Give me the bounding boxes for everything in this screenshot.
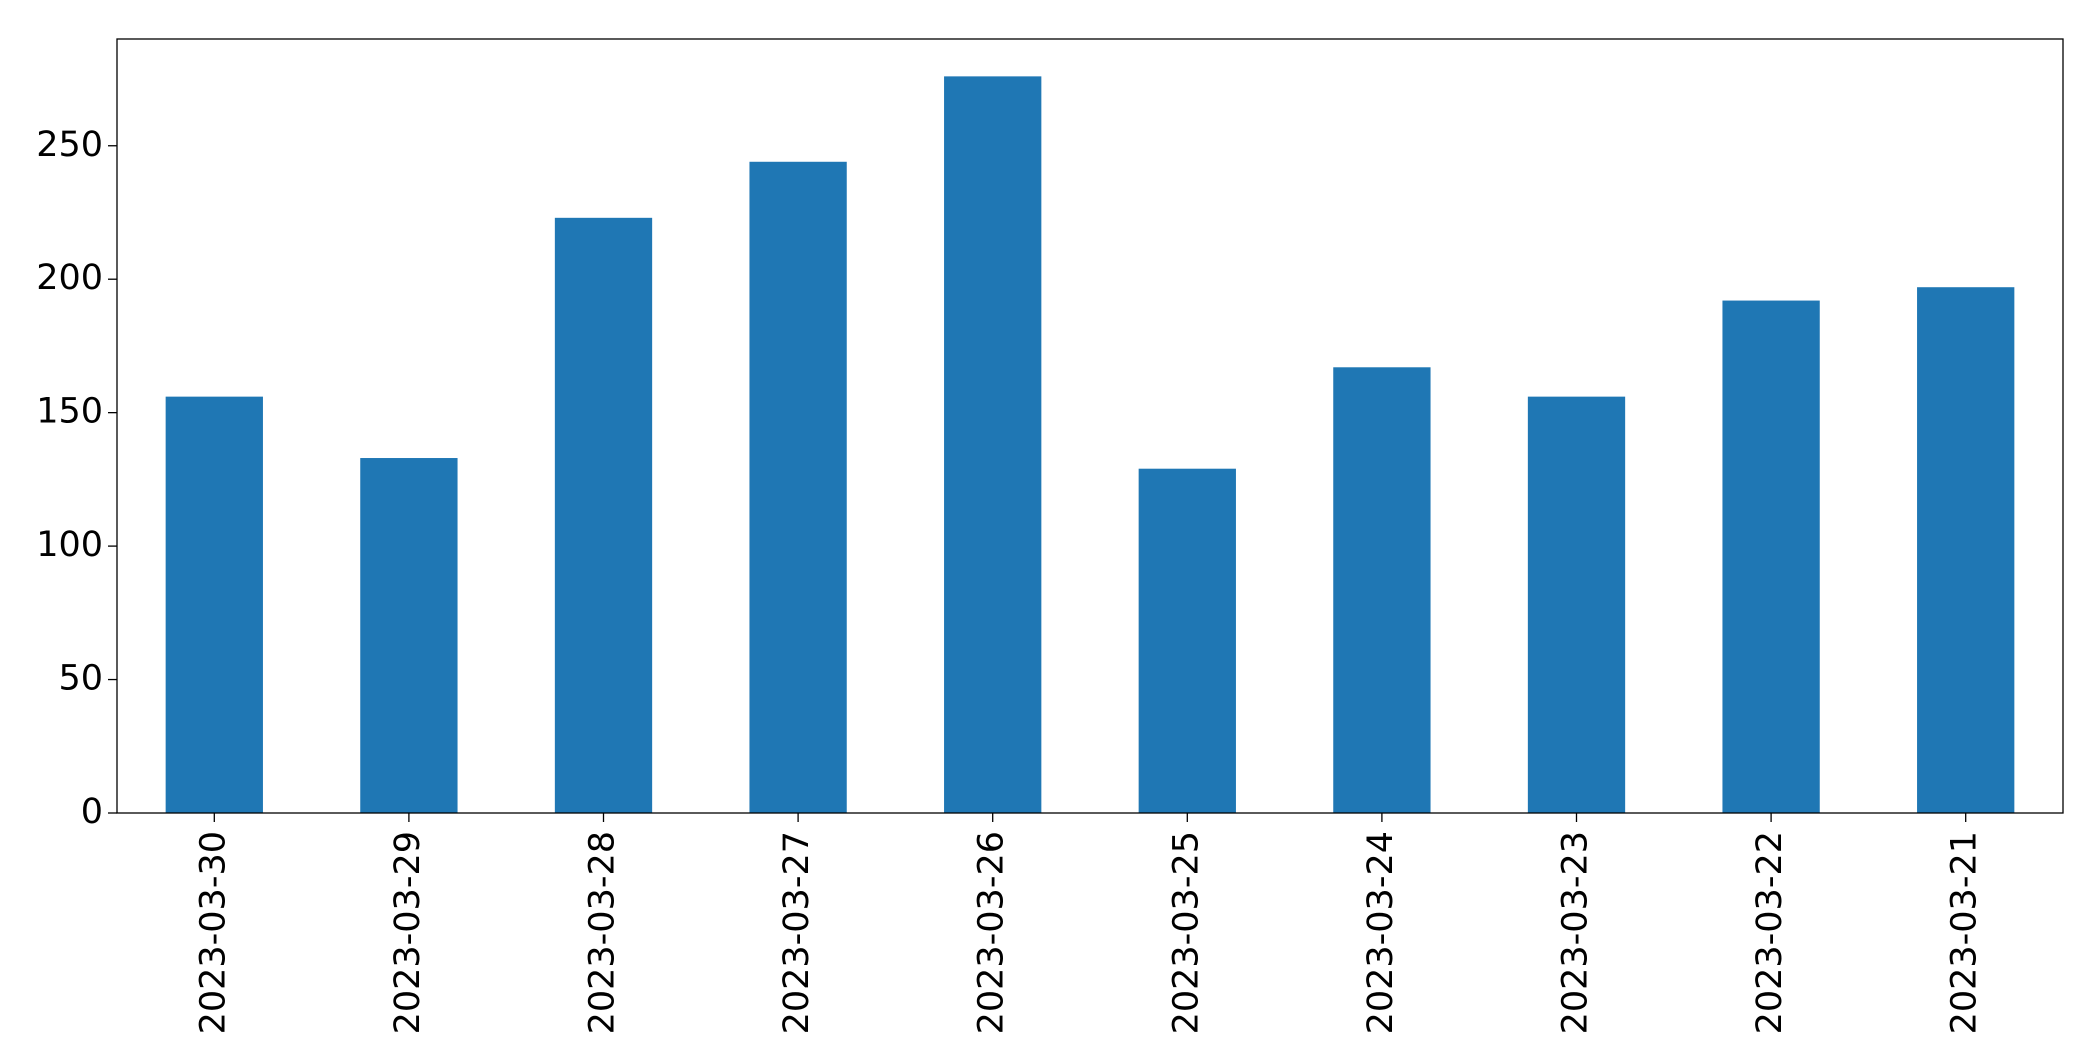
y-tick-label: 0 — [81, 792, 103, 832]
y-tick-label: 250 — [36, 125, 103, 165]
y-tick-label: 50 — [58, 659, 103, 699]
x-tick-label: 2023-03-26 — [972, 831, 1012, 1034]
bar — [749, 161, 847, 814]
bar — [360, 458, 458, 813]
x-tick-label: 2023-03-29 — [388, 831, 428, 1034]
x-tick-label: 2023-03-21 — [1945, 831, 1985, 1034]
x-tick-label: 2023-03-24 — [1361, 831, 1401, 1034]
x-tick-label: 2023-03-30 — [193, 831, 233, 1034]
bar — [1722, 300, 1820, 814]
bar — [165, 396, 263, 813]
plot-frame — [116, 38, 2064, 814]
x-tick-label: 2023-03-23 — [1556, 831, 1596, 1034]
x-tick-label: 2023-03-25 — [1166, 831, 1206, 1034]
y-tick-label: 150 — [36, 392, 103, 432]
x-tick-label: 2023-03-28 — [583, 831, 623, 1034]
x-tick-label: 2023-03-27 — [777, 831, 817, 1034]
bar — [1333, 367, 1431, 813]
bar — [1527, 396, 1626, 813]
bar — [1138, 468, 1236, 813]
y-tick-label: 100 — [36, 525, 103, 565]
y-tick-label: 200 — [36, 258, 103, 298]
bar — [944, 76, 1042, 813]
bar — [554, 217, 653, 814]
x-tick-label: 2023-03-22 — [1750, 831, 1790, 1034]
bar — [1917, 287, 2015, 813]
